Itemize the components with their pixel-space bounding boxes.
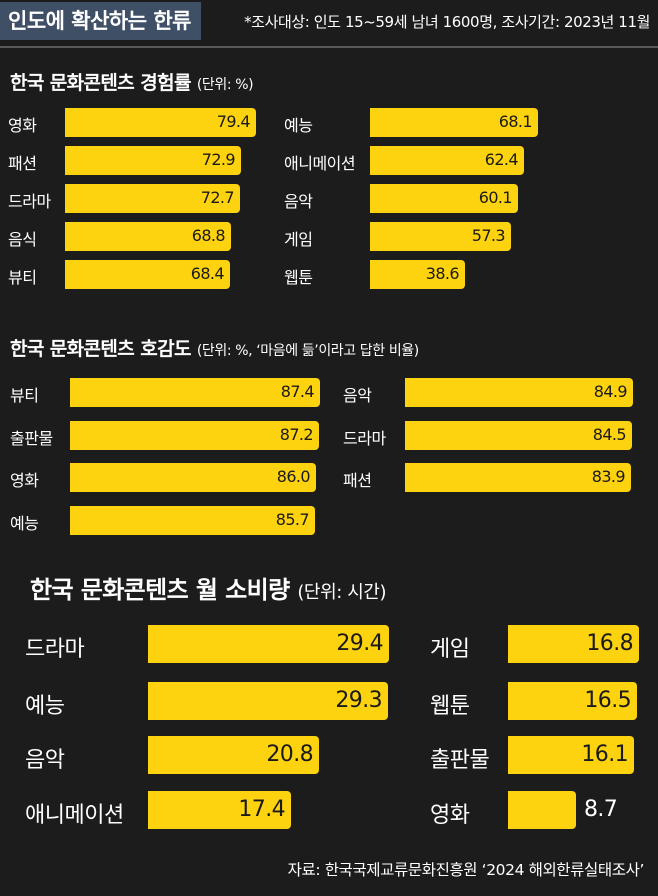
- value-label: 62.4: [484, 150, 519, 169]
- section2-title: 한국 문화콘텐츠 호감도 (단위: %, ‘마음에 듦’이라고 답한 비율): [10, 334, 419, 361]
- bar: [65, 222, 231, 251]
- bar: [70, 378, 320, 407]
- category-label: 음악: [343, 386, 372, 405]
- bar: [405, 463, 631, 492]
- category-label: 드라마: [8, 192, 51, 211]
- bar: [70, 506, 315, 535]
- category-label: 출판물: [430, 748, 490, 773]
- value-label: 68.1: [498, 112, 533, 131]
- bar: [508, 682, 637, 720]
- category-label: 예능: [10, 514, 39, 533]
- value-label: 17.4: [238, 797, 285, 822]
- bar: [508, 736, 634, 774]
- category-label: 음식: [8, 230, 37, 249]
- value-label: 72.9: [201, 150, 236, 169]
- category-label: 애니메이션: [284, 154, 356, 173]
- value-label: 85.7: [275, 510, 310, 529]
- source-note: 자료: 한국국제교류문화진흥원 ‘2024 해외한류실태조사’: [287, 861, 645, 879]
- header: 인도에 확산하는 한류 *조사대상: 인도 15~59세 남녀 1600명, 조…: [0, 0, 658, 44]
- bar: [148, 736, 319, 774]
- category-label: 음악: [25, 748, 65, 773]
- category-label: 영화: [430, 803, 470, 828]
- page-title: 인도에 확산하는 한류: [0, 2, 202, 40]
- section3-title-text: 한국 문화콘텐츠 월 소비량: [30, 576, 290, 604]
- category-label: 예능: [25, 694, 65, 719]
- value-label: 29.4: [336, 631, 383, 656]
- bar: [70, 421, 319, 450]
- category-label: 웹툰: [284, 268, 313, 287]
- bar: [370, 222, 511, 251]
- category-label: 패션: [8, 154, 37, 173]
- category-label: 게임: [430, 637, 470, 662]
- value-label: 20.8: [266, 742, 313, 767]
- header-divider: [0, 46, 658, 48]
- category-label: 애니메이션: [25, 803, 124, 828]
- bar: [405, 421, 632, 450]
- category-label: 음악: [284, 192, 313, 211]
- bar: [370, 260, 465, 289]
- category-label: 뷰티: [8, 268, 37, 287]
- value-label: 83.9: [591, 467, 626, 486]
- bar: [370, 108, 538, 137]
- category-label: 웹툰: [430, 694, 470, 719]
- value-label: 16.5: [584, 688, 631, 713]
- section1-unit: (단위: %): [196, 77, 254, 93]
- value-label: 84.5: [592, 425, 627, 444]
- category-label: 출판물: [10, 429, 53, 448]
- value-label: 68.4: [190, 264, 225, 283]
- bar: [65, 108, 256, 137]
- bar: [70, 463, 316, 492]
- value-label: 60.1: [478, 188, 513, 207]
- section2-unit: (단위: %, ‘마음에 듦’이라고 답한 비율): [196, 343, 419, 359]
- value-label: 79.4: [216, 112, 251, 131]
- value-label: 87.2: [279, 425, 314, 444]
- bar: [148, 625, 389, 663]
- value-label: 87.4: [280, 382, 315, 401]
- category-label: 드라마: [25, 637, 85, 662]
- category-label: 드라마: [343, 429, 386, 448]
- survey-note: *조사대상: 인도 15~59세 남녀 1600명, 조사기간: 2023년 1…: [244, 13, 650, 31]
- section1-title: 한국 문화콘텐츠 경험률 (단위: %): [10, 68, 254, 95]
- category-label: 뷰티: [10, 386, 39, 405]
- value-label: 86.0: [276, 467, 311, 486]
- category-label: 영화: [8, 116, 37, 135]
- bar: [370, 184, 518, 213]
- value-label: 72.7: [200, 188, 235, 207]
- value-label: 57.3: [471, 226, 506, 245]
- bar: [370, 146, 524, 175]
- value-label: 16.1: [581, 742, 628, 767]
- category-label: 패션: [343, 471, 372, 490]
- category-label: 영화: [10, 471, 39, 490]
- bar: [508, 791, 576, 829]
- bar: [508, 625, 639, 663]
- bar: [65, 146, 241, 175]
- section3-title: 한국 문화콘텐츠 월 소비량 (단위: 시간): [30, 570, 387, 605]
- category-label: 게임: [284, 230, 313, 249]
- bar: [148, 682, 388, 720]
- section1-title-text: 한국 문화콘텐츠 경험률: [10, 72, 191, 94]
- bar: [405, 378, 633, 407]
- value-label: 29.3: [335, 688, 382, 713]
- bar: [65, 260, 230, 289]
- value-label: 84.9: [593, 382, 628, 401]
- category-label: 예능: [284, 116, 313, 135]
- value-label: 38.6: [425, 264, 460, 283]
- value-label: 16.8: [586, 631, 633, 656]
- section2-title-text: 한국 문화콘텐츠 호감도: [10, 338, 191, 360]
- value-label: 68.8: [191, 226, 226, 245]
- section3-unit: (단위: 시간): [297, 582, 387, 603]
- bar: [65, 184, 240, 213]
- bar: [148, 791, 291, 829]
- value-label: 8.7: [584, 797, 618, 822]
